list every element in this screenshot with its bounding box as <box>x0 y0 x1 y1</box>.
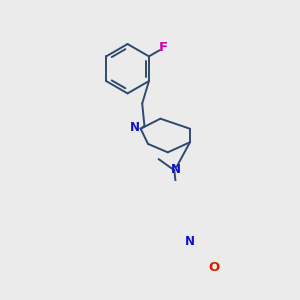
Text: N: N <box>130 121 140 134</box>
Text: F: F <box>159 41 168 55</box>
Text: N: N <box>185 235 195 248</box>
Text: O: O <box>208 261 220 274</box>
Text: N: N <box>170 163 180 176</box>
